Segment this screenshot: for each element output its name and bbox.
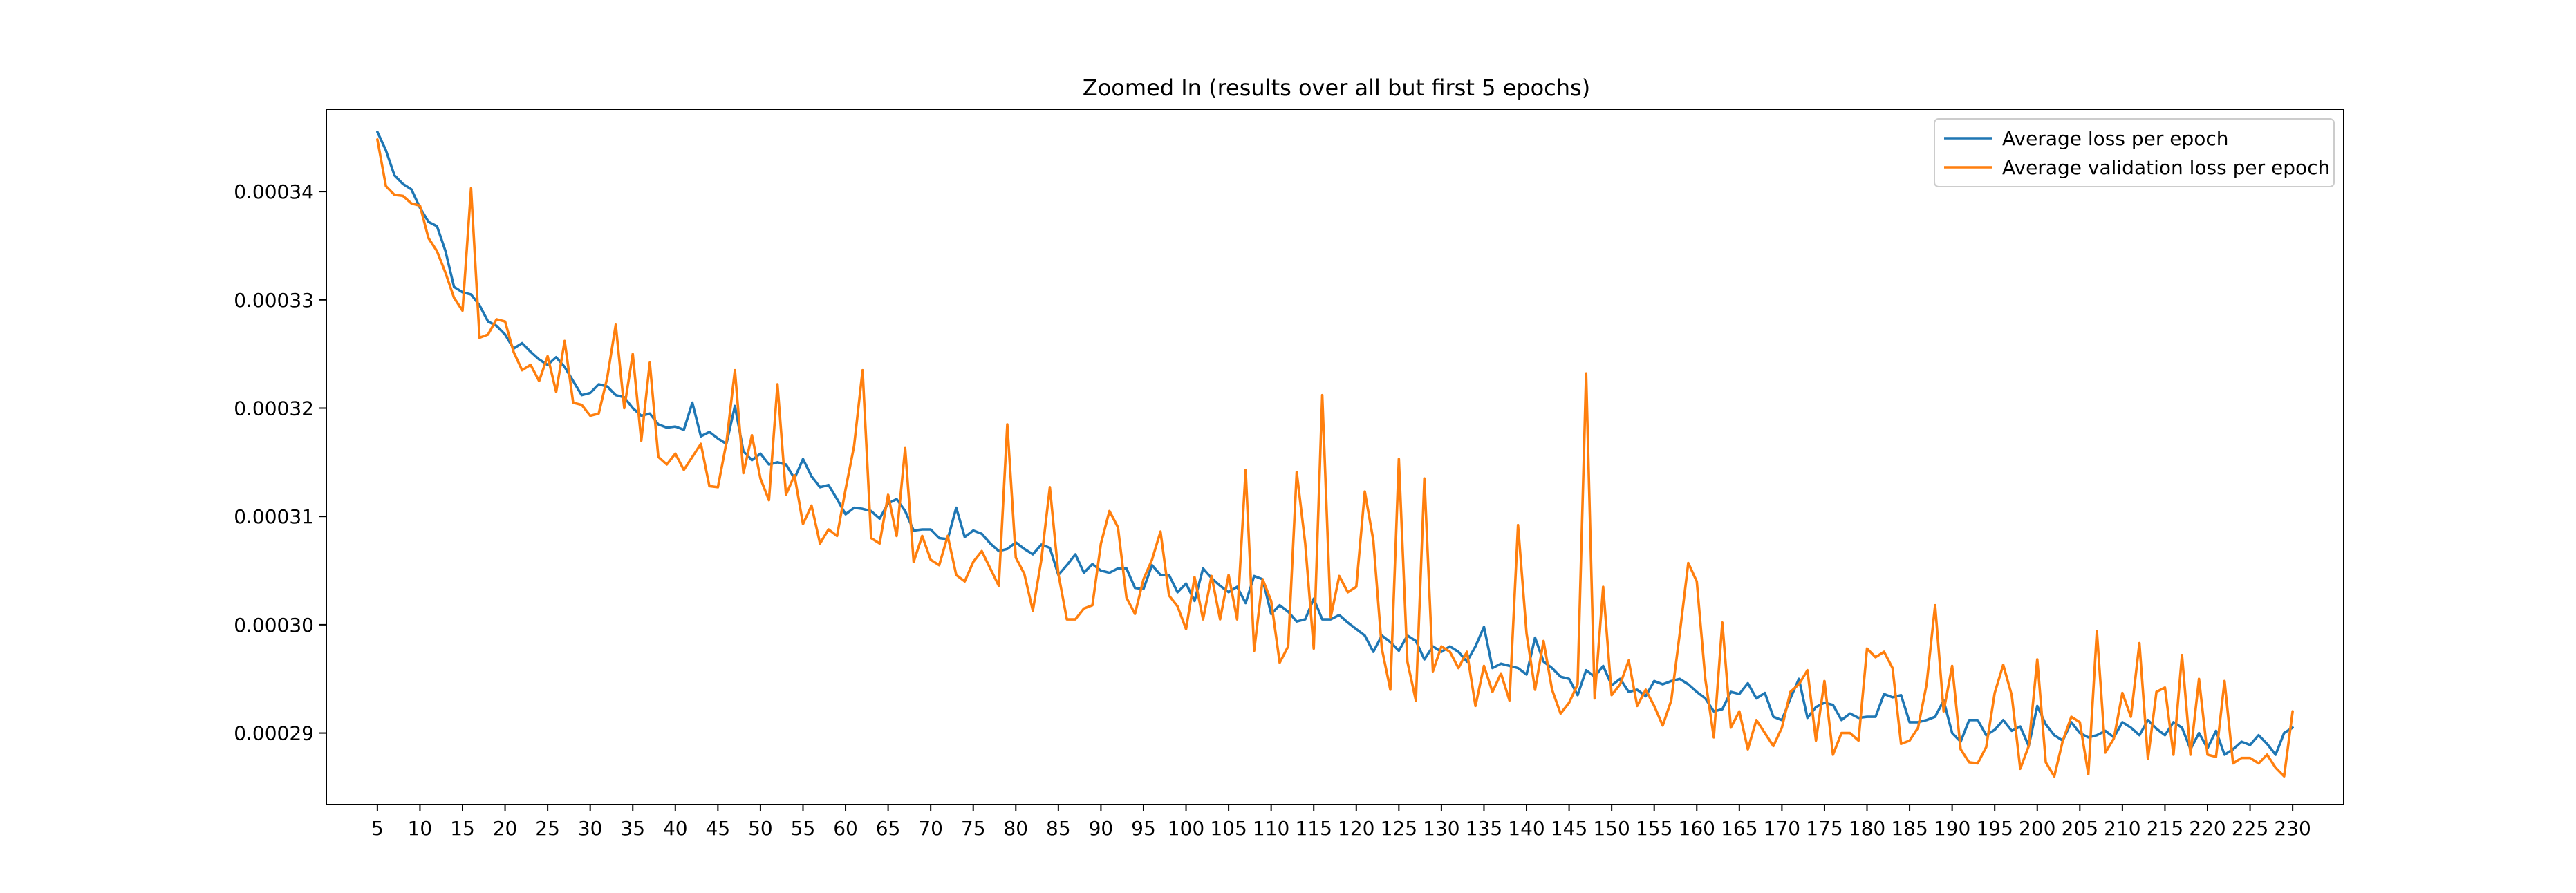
x-tick-label: 95	[1131, 817, 1156, 840]
y-tick-label: 0.00033	[234, 289, 314, 312]
x-tick-label: 180	[1849, 817, 1885, 840]
x-tick-label: 220	[2189, 817, 2225, 840]
x-tick-label: 225	[2232, 817, 2268, 840]
legend: Average loss per epoch Average validation…	[1934, 118, 2335, 187]
legend-label: Average validation loss per epoch	[2002, 156, 2330, 179]
x-tick-label: 70	[918, 817, 943, 840]
x-tick-label: 10	[408, 817, 433, 840]
x-tick-label: 120	[1338, 817, 1374, 840]
x-tick-label: 135	[1466, 817, 1502, 840]
y-tick-label: 0.00031	[234, 505, 314, 528]
x-tick-label: 200	[2019, 817, 2055, 840]
x-tick-label: 140	[1508, 817, 1544, 840]
x-tick-label: 85	[1046, 817, 1071, 840]
plot-area: 5 10 15 20 25 30 35 40 45 50 55 60 65 70 75 80 85 90 95 100…	[234, 109, 2344, 840]
x-tick-label: 185	[1891, 817, 1928, 840]
chart-title: Zoomed In (results over all but first 5 …	[1083, 75, 1590, 101]
x-tick-label: 190	[1934, 817, 1970, 840]
x-tick-label: 145	[1551, 817, 1587, 840]
series-line-validation-loss	[376, 138, 2294, 778]
x-tick-label: 125	[1381, 817, 1417, 840]
y-tick-label: 0.00030	[234, 614, 314, 637]
x-tick-label: 50	[748, 817, 773, 840]
x-tick-label: 110	[1253, 817, 1289, 840]
x-tick-label: 25	[535, 817, 560, 840]
x-tick-label: 165	[1721, 817, 1757, 840]
legend-box	[1934, 118, 2335, 187]
x-tick-label: 100	[1168, 817, 1204, 840]
y-tick-label: 0.00032	[234, 397, 314, 420]
x-tick-label: 170	[1764, 817, 1800, 840]
x-tick-label: 130	[1423, 817, 1459, 840]
x-tick-label: 60	[833, 817, 858, 840]
x-tick-label: 65	[876, 817, 901, 840]
x-tick-label: 5	[371, 817, 384, 840]
x-tick-label: 15	[450, 817, 475, 840]
x-tick-label: 160	[1679, 817, 1715, 840]
x-tick-label: 150	[1593, 817, 1630, 840]
x-tick-label: 75	[961, 817, 986, 840]
x-tick-label: 215	[2147, 817, 2183, 840]
x-tick-label: 20	[493, 817, 518, 840]
x-tick-label: 175	[1806, 817, 1842, 840]
x-tick-label: 155	[1636, 817, 1672, 840]
x-tick-label: 30	[578, 817, 603, 840]
x-tick-label: 80	[1003, 817, 1028, 840]
x-tick-label: 230	[2274, 817, 2311, 840]
y-tick-label: 0.00034	[234, 180, 314, 203]
axes-frame	[326, 109, 2344, 805]
x-tick-label: 90	[1089, 817, 1114, 840]
y-tick-label: 0.00029	[234, 722, 314, 745]
x-tick-label: 40	[663, 817, 688, 840]
series-line-train-loss	[376, 131, 2294, 756]
x-tick-label: 205	[2062, 817, 2098, 840]
x-tick-label: 35	[620, 817, 645, 840]
x-tick-label: 210	[2104, 817, 2140, 840]
x-tick-label: 195	[1976, 817, 2013, 840]
x-tick-label: 115	[1295, 817, 1332, 840]
x-tick-label: 105	[1210, 817, 1247, 840]
x-tick-label: 45	[706, 817, 731, 840]
x-tick-label: 55	[791, 817, 816, 840]
legend-label: Average loss per epoch	[2002, 127, 2229, 150]
